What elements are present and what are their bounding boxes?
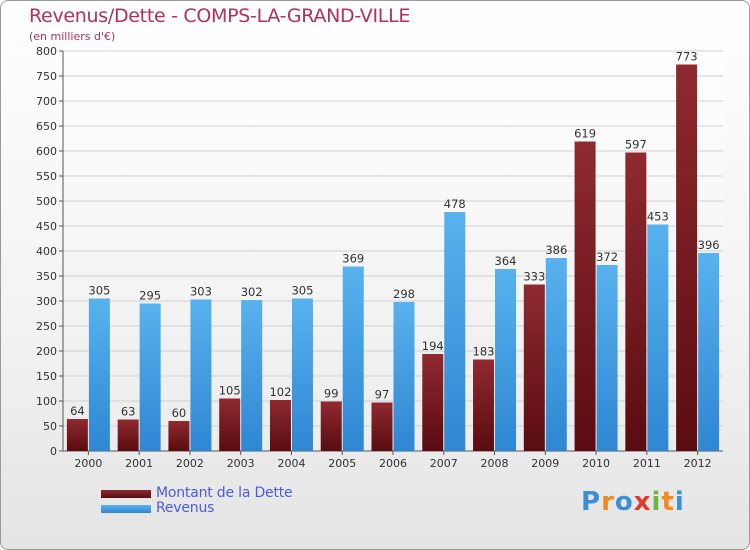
x-tick-label: 2005 <box>328 457 356 470</box>
bar-revenus <box>495 269 517 451</box>
y-tick-label: 750 <box>36 70 57 83</box>
data-label-dette: 97 <box>375 388 390 402</box>
bar-dette <box>117 419 139 451</box>
data-label-dette: 105 <box>219 384 241 398</box>
bar-dette <box>269 400 291 451</box>
legend-swatch-dette <box>101 490 151 498</box>
legend-label-dette: Montant de la Dette <box>156 485 293 501</box>
data-label-dette: 619 <box>574 127 596 141</box>
chart-title: Revenus/Dette - COMPS-LA-GRAND-VILLE <box>29 5 411 27</box>
logo-letter: i <box>651 487 662 517</box>
y-tick-label: 250 <box>36 320 57 333</box>
bar-revenus <box>647 224 669 451</box>
bar-revenus <box>291 298 313 451</box>
bar-dette <box>523 284 545 451</box>
data-label-dette: 183 <box>473 345 495 359</box>
y-tick-label: 150 <box>36 370 57 383</box>
logo-letter: t <box>661 487 675 517</box>
bar-dette <box>625 152 647 451</box>
data-label-revenus: 305 <box>291 284 313 298</box>
data-label-dette: 194 <box>422 339 444 353</box>
data-label-revenus: 364 <box>495 254 517 268</box>
y-tick-label: 350 <box>36 270 57 283</box>
y-tick-label: 100 <box>36 395 57 408</box>
chart-subtitle: (en milliers d'€) <box>29 30 116 43</box>
proxiti-logo: Proxiti <box>581 487 685 517</box>
data-label-revenus: 303 <box>190 285 212 299</box>
bar-revenus <box>596 265 618 451</box>
y-tick-label: 700 <box>36 95 57 108</box>
bar-dette <box>422 354 444 451</box>
data-label-dette: 333 <box>523 270 545 284</box>
logo-letter: o <box>614 487 634 517</box>
logo-letter: P <box>581 487 602 517</box>
data-label-dette: 99 <box>324 387 339 401</box>
y-tick-label: 400 <box>36 245 57 258</box>
bar-dette <box>219 398 241 451</box>
legend-label-revenus: Revenus <box>156 500 215 516</box>
data-label-dette: 597 <box>625 138 647 152</box>
x-tick-label: 2012 <box>684 457 712 470</box>
logo-letter: x <box>633 487 652 517</box>
y-tick-label: 50 <box>43 420 57 433</box>
bar-dette <box>574 141 596 451</box>
bar-revenus <box>444 212 466 451</box>
y-tick-label: 450 <box>36 220 57 233</box>
x-tick-label: 2008 <box>481 457 509 470</box>
bar-dette <box>676 64 698 451</box>
data-label-dette: 102 <box>269 385 291 399</box>
bar-revenus <box>342 266 364 451</box>
x-tick-label: 2006 <box>379 457 407 470</box>
x-tick-label: 2000 <box>74 457 102 470</box>
y-tick-label: 0 <box>50 445 57 458</box>
bar-revenus <box>139 303 161 451</box>
bar-dette <box>371 402 393 451</box>
bar-revenus <box>698 253 720 451</box>
data-label-dette: 64 <box>70 404 85 418</box>
logo-letter: r <box>601 487 615 517</box>
data-label-revenus: 298 <box>393 287 415 301</box>
x-tick-label: 2001 <box>125 457 153 470</box>
x-tick-label: 2007 <box>430 457 458 470</box>
data-label-dette: 60 <box>172 406 187 420</box>
data-label-dette: 63 <box>121 405 136 419</box>
bar-revenus <box>545 258 567 451</box>
data-label-revenus: 372 <box>596 250 618 264</box>
x-tick-label: 2003 <box>227 457 255 470</box>
data-label-revenus: 305 <box>88 284 110 298</box>
data-label-revenus: 453 <box>647 210 669 224</box>
bar-revenus <box>88 298 110 451</box>
x-tick-label: 2009 <box>531 457 559 470</box>
data-label-revenus: 386 <box>545 243 567 257</box>
y-tick-label: 300 <box>36 295 57 308</box>
bar-dette <box>66 419 88 451</box>
data-label-revenus: 369 <box>342 252 364 266</box>
logo-letter: i <box>674 487 685 517</box>
data-label-revenus: 302 <box>241 285 263 299</box>
data-label-revenus: 478 <box>444 197 466 211</box>
bar-revenus <box>190 299 212 451</box>
bar-revenus <box>393 302 415 451</box>
data-label-revenus: 295 <box>139 289 161 303</box>
y-tick-label: 600 <box>36 145 57 158</box>
bar-dette <box>320 401 342 451</box>
bar-revenus <box>241 300 263 451</box>
y-tick-label: 650 <box>36 120 57 133</box>
data-label-revenus: 396 <box>698 238 720 252</box>
x-tick-label: 2004 <box>277 457 305 470</box>
bar-dette <box>168 421 190 451</box>
x-tick-label: 2002 <box>176 457 204 470</box>
x-tick-label: 2010 <box>582 457 610 470</box>
y-tick-label: 550 <box>36 170 57 183</box>
data-label-dette: 773 <box>676 50 698 64</box>
y-tick-label: 200 <box>36 345 57 358</box>
y-tick-label: 500 <box>36 195 57 208</box>
x-tick-label: 2011 <box>633 457 661 470</box>
y-tick-label: 800 <box>36 45 57 58</box>
legend-swatch-revenus <box>101 505 151 513</box>
bar-dette <box>473 359 495 451</box>
